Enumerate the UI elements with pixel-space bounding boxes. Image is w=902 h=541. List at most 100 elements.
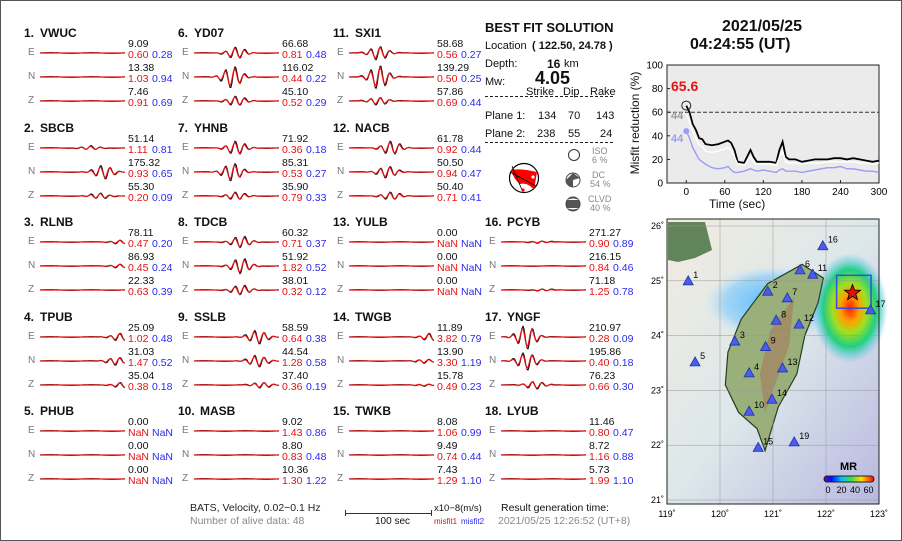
station-title: 1. — [24, 26, 35, 40]
clvd-ball — [565, 196, 581, 212]
x-tick-label: 180 — [794, 187, 811, 198]
misfit2-value: 0.47 — [613, 427, 634, 439]
misfit1-value: 0.81 — [282, 49, 303, 61]
synthetic-trace — [194, 237, 279, 248]
synthetic-trace — [501, 240, 586, 244]
misfit2-value: 0.23 — [461, 381, 482, 393]
misfit2-value: 0.18 — [613, 357, 634, 369]
misfit1-value: 0.69 — [437, 97, 458, 109]
synthetic-trace — [40, 192, 125, 199]
station-triangle-icon[interactable] — [864, 304, 877, 315]
station-triangle-icon[interactable] — [752, 441, 764, 452]
location-label: Location — [485, 40, 527, 52]
best-fit-title: BEST FIT SOLUTION — [485, 20, 614, 35]
misfit1-value: 1.28 — [282, 357, 303, 369]
synthetic-trace — [349, 166, 434, 178]
station-triangle-icon[interactable] — [682, 274, 694, 286]
blue-start-marker — [683, 128, 690, 135]
station-title: 8. — [178, 215, 189, 229]
colorbar-tick: 20 — [836, 485, 846, 495]
misfit1-value: 0.79 — [282, 192, 303, 204]
misfit2-value: NaN — [152, 475, 174, 487]
station-triangle-icon[interactable] — [729, 335, 741, 346]
misfit1-value: 0.93 — [128, 168, 149, 180]
mw-label: Mw: — [485, 76, 506, 88]
station-name: TWGB — [355, 310, 392, 324]
peak-amplitude: 0.00 — [128, 464, 149, 476]
synthetic-trace — [40, 357, 126, 365]
misfit1-value: 0.91 — [128, 97, 149, 109]
y-tick-label: 80 — [652, 84, 664, 95]
misfit1-value: 1.43 — [282, 427, 303, 439]
misfit2-value: 0.19 — [306, 381, 327, 393]
component-label: N — [28, 71, 36, 82]
station-triangle-icon[interactable] — [762, 285, 774, 296]
station-triangle-icon[interactable] — [743, 367, 755, 378]
station-name: LYUB — [507, 404, 539, 418]
plane2-dip: 55 — [568, 128, 581, 140]
synthetic-trace — [500, 328, 586, 348]
station-triangle-icon[interactable] — [743, 405, 755, 416]
colorbar-tick: 60 — [863, 485, 873, 495]
station-triangle-icon[interactable] — [793, 318, 805, 329]
misfit2-value: 0.41 — [461, 192, 482, 204]
misfit1-value: 0.36 — [282, 144, 303, 156]
misfit2-value: 0.46 — [613, 262, 634, 274]
station-triangle-icon[interactable] — [794, 264, 806, 275]
synthetic-trace — [349, 192, 434, 200]
station-triangle-icon[interactable] — [807, 268, 819, 279]
synthetic-trace — [501, 288, 586, 292]
misfit1-value: 0.52 — [282, 97, 303, 109]
plot-area — [666, 64, 880, 184]
peak-amplitude: 5.73 — [589, 464, 610, 476]
station-triangle-icon[interactable] — [766, 393, 778, 404]
peak-amplitude: 8.72 — [589, 440, 610, 452]
component-label: E — [182, 142, 189, 153]
lat-tick-label: 21˚ — [651, 495, 664, 505]
peak-amplitude: 35.04 — [128, 370, 155, 382]
generation-time: 2021/05/25 12:26:52 (UT+8) — [498, 515, 631, 527]
station-triangle-icon[interactable] — [776, 362, 789, 373]
misfit1-value: 1.99 — [589, 475, 610, 487]
station-triangle-icon[interactable] — [817, 239, 829, 251]
station-name: MASB — [200, 404, 236, 418]
component-label: E — [337, 142, 344, 153]
component-label: E — [337, 425, 344, 436]
mr-colorbar — [823, 475, 875, 483]
station-name: TPUB — [40, 310, 73, 324]
component-label: N — [489, 260, 497, 271]
component-label: N — [489, 449, 497, 460]
peak-amplitude: 7.46 — [128, 86, 149, 98]
peak-amplitude: 15.78 — [437, 370, 464, 382]
component-label: E — [28, 142, 35, 153]
station-map-label: 11 — [818, 263, 827, 273]
station-triangle-icon[interactable] — [759, 340, 772, 351]
misfit2-value: NaN — [461, 238, 483, 250]
station-name: YHNB — [194, 121, 229, 135]
misfit1-value: 0.45 — [128, 262, 149, 274]
station-triangle-icon[interactable] — [689, 356, 701, 367]
peak-amplitude: 216.15 — [589, 251, 622, 263]
y-tick-label: 60 — [652, 108, 664, 119]
y-tick-label: 20 — [652, 155, 664, 166]
misfit1-value: 0.83 — [282, 451, 303, 463]
colorbar-tick: 0 — [825, 485, 830, 495]
component-label: Z — [337, 379, 344, 390]
station-name: PHUB — [40, 404, 75, 418]
network-info: BATS, Velocity, 0.02−0.1 Hz — [190, 502, 321, 514]
station-triangle-icon[interactable] — [770, 314, 782, 325]
station-map-label: 16 — [828, 235, 838, 245]
peak-amplitude: 9.49 — [437, 440, 458, 452]
misfit1-value: 0.66 — [589, 381, 610, 393]
misfit1-value: 1.11 — [128, 144, 148, 156]
misfit1-value: 1.16 — [589, 451, 610, 463]
station-triangle-icon[interactable] — [788, 436, 800, 447]
component-label: E — [182, 425, 189, 436]
station-title: 6. — [178, 26, 189, 40]
misfit2-value: 0.79 — [461, 333, 482, 345]
station-triangle-icon[interactable] — [781, 291, 793, 303]
component-label: N — [337, 449, 345, 460]
misfit1-value: 0.50 — [437, 73, 458, 85]
misfit1-value: 0.84 — [589, 262, 610, 274]
